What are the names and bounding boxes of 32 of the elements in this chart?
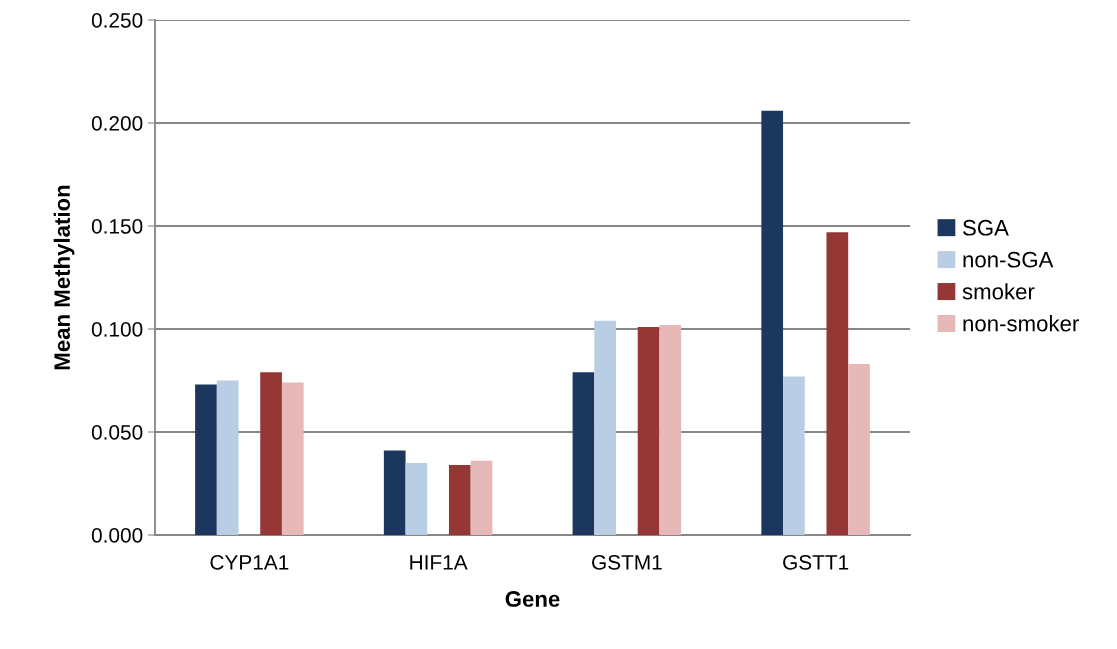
y-tick-label: 0.250 <box>91 13 143 28</box>
legend-label: SGA <box>963 219 1009 236</box>
y-tick-label: 0.150 <box>91 219 143 234</box>
bar <box>448 464 471 535</box>
x-tick-label: HIF1A <box>410 555 468 570</box>
x-axis-title: Gene <box>505 591 560 607</box>
bar <box>405 462 428 535</box>
bar <box>848 364 870 535</box>
y-tick-label: 0.000 <box>91 528 143 543</box>
x-tick-label: GSTT1 <box>783 554 849 570</box>
legend-label: smoker <box>962 283 1035 300</box>
legend-label: non-SGA <box>963 251 1054 268</box>
x-tick-label: CYP1A1 <box>210 554 289 570</box>
y-tick-label: 0.100 <box>91 322 143 337</box>
bar <box>826 232 849 535</box>
bar <box>260 372 282 535</box>
bar <box>383 450 406 535</box>
y-axis-title: Mean Methylation <box>53 185 75 370</box>
legend-label: non-smoker <box>963 315 1079 332</box>
x-tick-label: GSTM1 <box>592 554 662 570</box>
bar <box>470 460 493 535</box>
bar <box>637 326 660 535</box>
bar <box>195 384 217 535</box>
bar <box>659 324 682 535</box>
bar <box>281 382 304 535</box>
bar <box>216 380 239 535</box>
bar <box>572 372 595 535</box>
y-tick-label: 0.200 <box>91 116 143 131</box>
bar <box>761 110 784 535</box>
bar <box>594 320 617 535</box>
bar <box>783 376 805 535</box>
y-tick-label: 0.050 <box>91 425 143 440</box>
